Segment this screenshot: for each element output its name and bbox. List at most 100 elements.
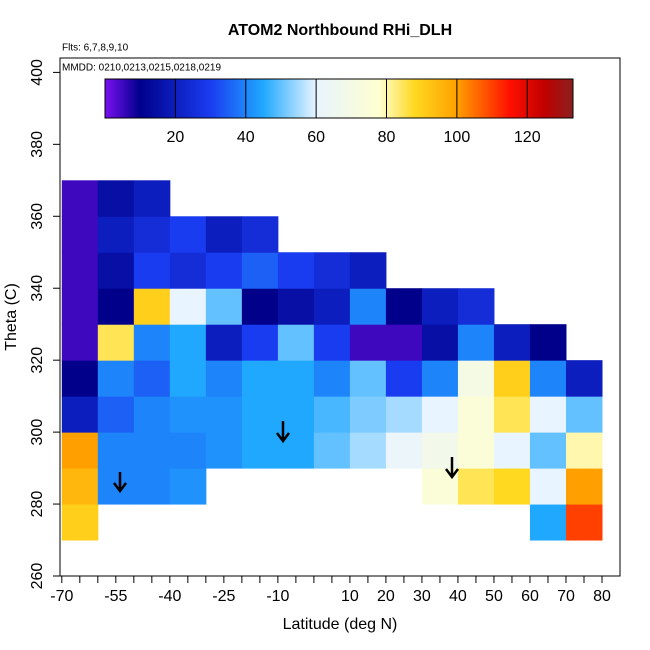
heatmap-cell (169, 468, 207, 505)
colorbar-tick-label: 20 (166, 129, 184, 146)
heatmap-cell (529, 432, 567, 469)
heatmap-cell (493, 324, 531, 361)
heatmap-cell (97, 396, 135, 433)
heatmap-cell (565, 504, 603, 541)
x-tick-label: 70 (557, 588, 575, 605)
heatmap-cell (205, 432, 243, 469)
heatmap-cell (493, 432, 531, 469)
heatmap-cell (493, 360, 531, 397)
heatmap-cell (61, 432, 99, 469)
heatmap-cell (313, 396, 351, 433)
x-tick-label: 50 (485, 588, 503, 605)
x-tick-label: -70 (50, 588, 73, 605)
x-tick-label: -25 (212, 588, 235, 605)
heatmap-cell (61, 288, 99, 325)
colorbar-tick-label: 40 (237, 129, 255, 146)
y-tick-label: 340 (29, 275, 46, 302)
heatmap-cell (385, 360, 423, 397)
heatmap-cell (385, 432, 423, 469)
heatmap-cell (61, 360, 99, 397)
x-axis-label: Latitude (deg N) (283, 616, 398, 633)
heatmap-cell (313, 252, 351, 289)
heatmap-cell (421, 360, 459, 397)
arrow (113, 472, 127, 494)
heatmap-cell (457, 324, 495, 361)
x-tick-label: 40 (449, 588, 467, 605)
heatmap-cell (529, 468, 567, 505)
heatmap-cell (529, 396, 567, 433)
heatmap-cell (241, 324, 279, 361)
colorbar-tick-label: 100 (444, 129, 471, 146)
heatmap-cell (385, 324, 423, 361)
annotation: Flts: 6,7,8,9,10 (62, 43, 129, 54)
heatmap-cell (97, 360, 135, 397)
y-tick-label: 280 (29, 491, 46, 518)
x-tick-label: -55 (104, 588, 127, 605)
x-tick-label: 80 (593, 588, 611, 605)
heatmap-cell (133, 288, 171, 325)
heatmap-cell (349, 324, 387, 361)
heatmap-cell (205, 324, 243, 361)
heatmap-cell (277, 288, 315, 325)
heatmap-cell (457, 360, 495, 397)
y-tick-label: 260 (29, 563, 46, 590)
heatmap-cell (241, 396, 279, 433)
heatmap-cell (133, 432, 171, 469)
heatmap-cell (349, 252, 387, 289)
x-tick-label: -40 (158, 588, 181, 605)
heatmap-cell (313, 288, 351, 325)
heatmap-cell (133, 468, 171, 505)
y-tick-label: 320 (29, 347, 46, 374)
heatmap-cell (349, 396, 387, 433)
heatmap-cell (421, 324, 459, 361)
heatmap-cell (349, 432, 387, 469)
heatmap-cell (133, 180, 171, 217)
heatmap-cell (457, 288, 495, 325)
x-tick-label: 30 (413, 588, 431, 605)
heatmap-cell (169, 288, 207, 325)
heatmap-cell (313, 432, 351, 469)
y-tick-label: 380 (29, 131, 46, 158)
heatmap-cell (205, 216, 243, 253)
heatmap-cell (241, 288, 279, 325)
heatmap-cell (205, 252, 243, 289)
heatmap-cell (277, 324, 315, 361)
heatmap-cell (241, 252, 279, 289)
heatmap-cell (61, 180, 99, 217)
heatmap-cell (97, 216, 135, 253)
heatmap-cell (457, 432, 495, 469)
heatmap-cell (97, 432, 135, 469)
y-axis-label: Theta (C) (3, 283, 20, 351)
heatmap-cell (133, 252, 171, 289)
heatmap-cell (97, 324, 135, 361)
heatmap-cell (565, 360, 603, 397)
heatmap-cell (133, 324, 171, 361)
colorbar-tick-label: 80 (378, 129, 396, 146)
heatmap-cell (61, 396, 99, 433)
x-tick-label: 10 (341, 588, 359, 605)
plot-frame (59, 57, 621, 577)
heatmap-cell (169, 432, 207, 469)
heatmap-cell (529, 504, 567, 541)
y-tick-label: 360 (29, 203, 46, 230)
colorbar-tick-label: 60 (307, 129, 325, 146)
heatmap-cell (277, 252, 315, 289)
heatmap-cell (61, 468, 99, 505)
heatmap-cell (421, 288, 459, 325)
heatmap-cell (349, 360, 387, 397)
heatmap-cell (241, 432, 279, 469)
heatmap-cell (97, 252, 135, 289)
x-tick-label: -10 (266, 588, 289, 605)
heatmap-cell (457, 396, 495, 433)
heatmap-cell (565, 468, 603, 505)
heatmap-cell (169, 324, 207, 361)
colorbar (104, 78, 574, 119)
heatmap-cell (61, 324, 99, 361)
heatmap-cell (277, 360, 315, 397)
heatmap-cell (421, 396, 459, 433)
heatmap-cell (133, 396, 171, 433)
heatmap-cell (205, 396, 243, 433)
heatmap-cell (565, 432, 603, 469)
